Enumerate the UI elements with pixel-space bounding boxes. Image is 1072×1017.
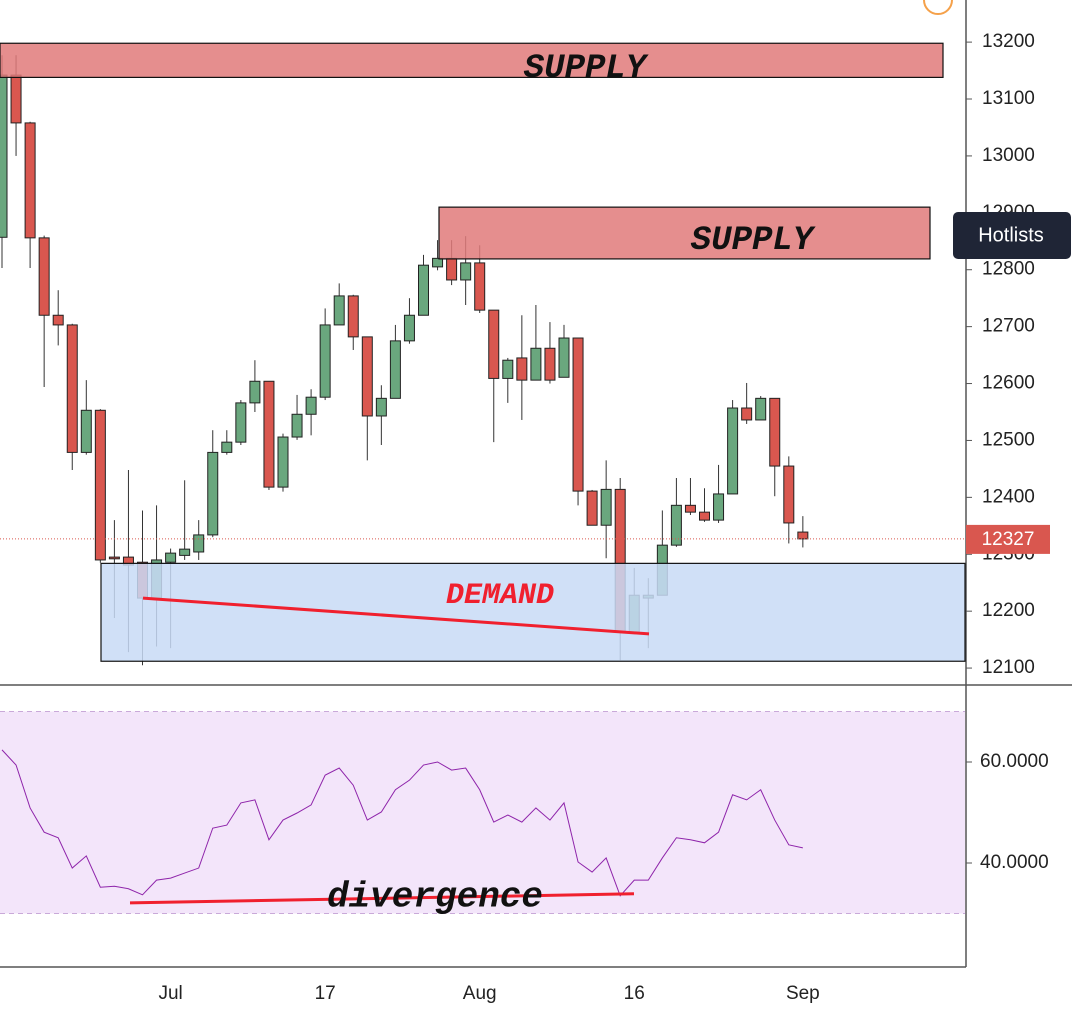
alert-icon[interactable] — [923, 0, 953, 15]
supply-label: SUPPLY — [691, 222, 816, 260]
candle-body — [741, 407, 753, 421]
x-tick-label: Aug — [463, 983, 497, 1004]
candle-body — [558, 337, 570, 378]
candle-body — [474, 262, 486, 311]
candle-body — [277, 436, 289, 488]
candle-body — [0, 74, 8, 238]
candle-body — [389, 340, 401, 399]
candle-body — [699, 511, 710, 521]
overlay: SUPPLY SUPPLY DEMAND 12327 — [0, 42, 1050, 662]
y-tick-label: 12100 — [982, 657, 1035, 678]
y-tick-label: 12800 — [982, 259, 1035, 280]
candle-body — [305, 396, 317, 415]
y-tick-label: 60.0000 — [980, 751, 1049, 772]
candle-body — [24, 122, 36, 239]
y-tick-label: 40.0000 — [980, 852, 1049, 873]
candle-body — [94, 409, 106, 561]
supply-zone — [0, 42, 944, 78]
candle-body — [403, 314, 415, 342]
supply-label: SUPPLY — [524, 50, 649, 88]
y-tick-label: 13100 — [982, 88, 1035, 109]
candle-body — [600, 488, 612, 526]
candle-body — [319, 324, 331, 398]
candle-body — [572, 337, 584, 492]
candle-body — [418, 264, 429, 316]
hotlists-button[interactable]: Hotlists — [953, 212, 1071, 259]
candle-body — [713, 493, 725, 521]
last-price-label: 12327 — [982, 529, 1035, 550]
candle-body — [263, 380, 275, 488]
candle-body — [769, 397, 781, 467]
y-tick-label: 12700 — [982, 316, 1035, 337]
rsi-panel: 40.0000 60.0000 divergence — [0, 711, 1049, 918]
y-tick-label: 12500 — [982, 429, 1035, 450]
candle-body — [235, 402, 247, 443]
candle-body — [586, 490, 598, 526]
candle-body — [727, 407, 739, 495]
y-tick-label: 13200 — [982, 31, 1035, 52]
candle-body — [797, 531, 809, 540]
rsi-line — [1, 749, 803, 897]
candle-body — [179, 548, 191, 556]
y-tick-label: 12400 — [982, 486, 1035, 507]
candle-body — [108, 556, 120, 560]
candle-body — [544, 347, 556, 381]
candle-body — [432, 257, 444, 268]
x-tick-label: 16 — [624, 983, 645, 1004]
candle-body — [488, 309, 500, 379]
candle-body — [670, 504, 682, 546]
candle-body — [66, 324, 78, 453]
y-tick-label: 13000 — [982, 145, 1035, 166]
candle-body — [347, 295, 359, 338]
candle-body — [207, 451, 219, 536]
candle-body — [460, 262, 472, 281]
candle-body — [375, 397, 387, 417]
candle-body — [755, 397, 767, 421]
demand-label: DEMAND — [446, 579, 554, 613]
candle-body — [684, 504, 696, 513]
divergence-label: divergence — [327, 877, 543, 918]
divergence-line — [129, 892, 635, 905]
candle-body — [249, 380, 261, 404]
candle-body — [291, 413, 303, 438]
candle-body — [165, 552, 177, 563]
last-price-box — [966, 524, 1050, 554]
candle-body — [446, 257, 458, 281]
candle-body — [38, 237, 50, 316]
candle-body — [783, 465, 795, 524]
candle-body — [80, 409, 92, 453]
demand-trendline — [142, 596, 650, 636]
x-tick-label: Jul — [158, 983, 182, 1004]
x-tick-label: 17 — [315, 983, 336, 1004]
supply-zone — [438, 206, 931, 260]
candle-body — [361, 336, 373, 417]
candle-body — [52, 314, 64, 326]
hotlists-bg[interactable] — [953, 212, 1071, 259]
candle-body — [530, 347, 542, 381]
demand-zone — [100, 562, 966, 662]
candle-body — [502, 359, 514, 379]
candle-body — [333, 295, 345, 326]
candle-body — [221, 441, 233, 453]
candle-body — [193, 534, 205, 553]
candle-body — [516, 357, 528, 381]
x-tick-label: Sep — [786, 983, 820, 1004]
hotlists-text[interactable]: Hotlists — [978, 224, 1044, 246]
candle-body — [10, 74, 22, 124]
price-panel: 1210012200123001240012500126001270012800… — [0, 31, 1035, 678]
y-tick-label: 12200 — [982, 600, 1035, 621]
y-tick-label: 12600 — [982, 373, 1035, 394]
